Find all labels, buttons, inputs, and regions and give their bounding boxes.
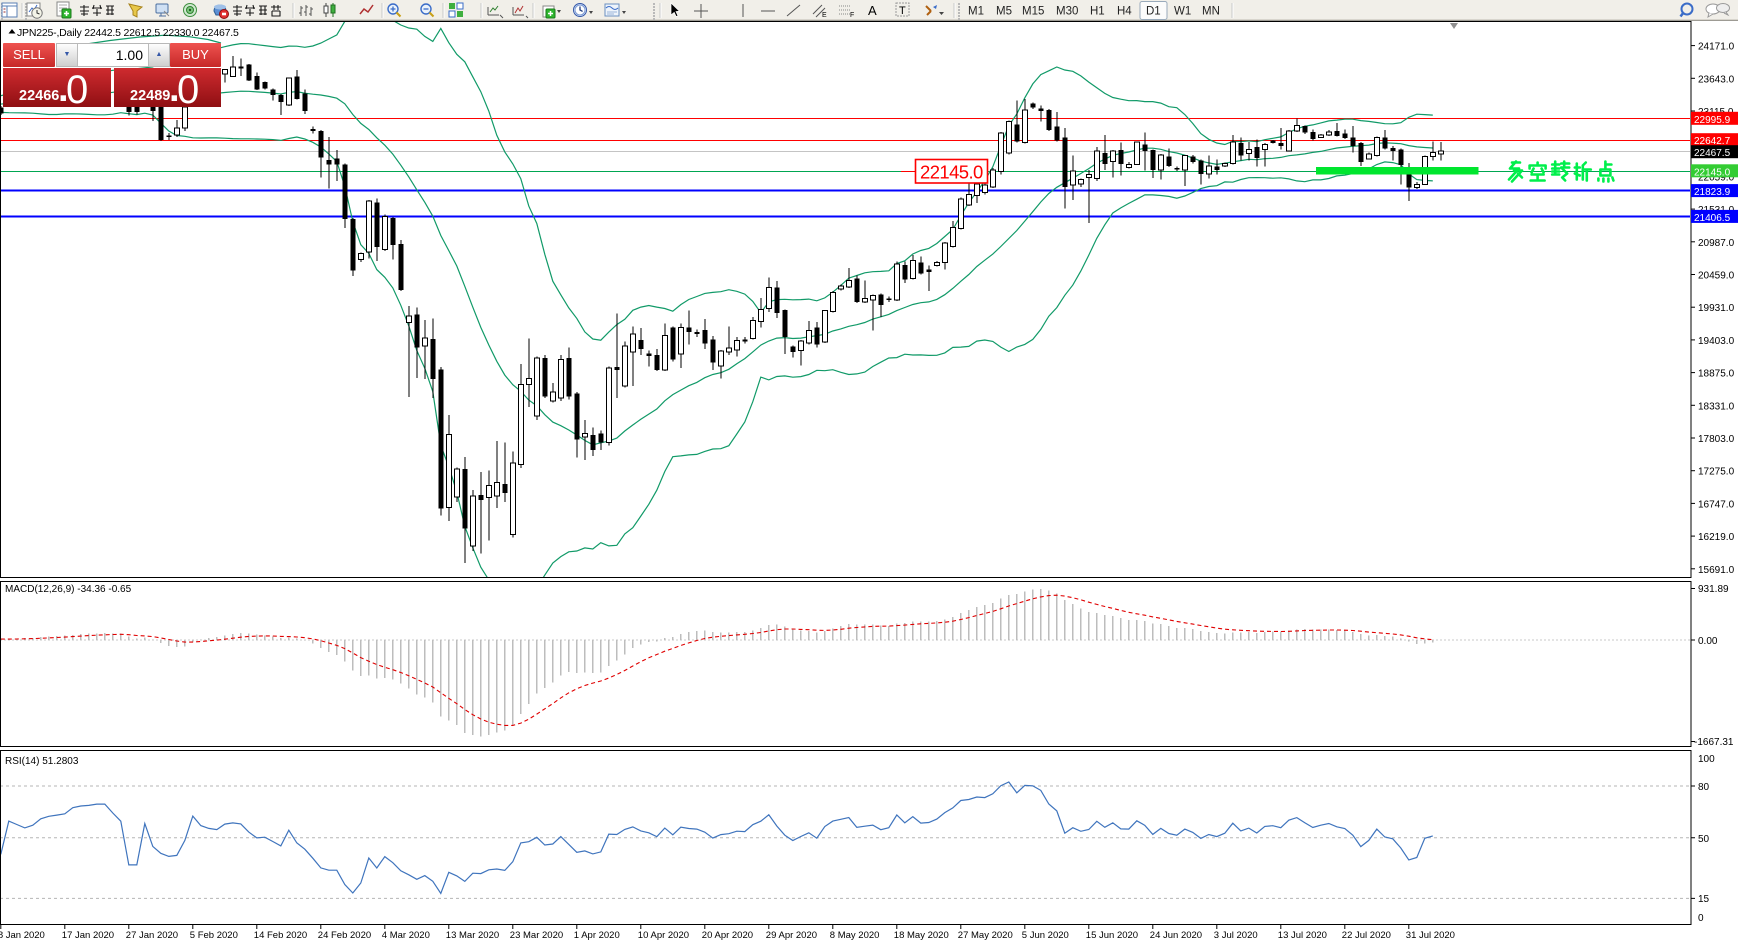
svg-text:18 May 2020: 18 May 2020	[894, 930, 949, 941]
svg-text:M5: M5	[996, 6, 1012, 18]
svg-text:MACD(12,26,9) -34.36 -0.65: MACD(12,26,9) -34.36 -0.65	[5, 584, 132, 595]
svg-text:D1: D1	[1146, 6, 1161, 18]
svg-text:24 Feb 2020: 24 Feb 2020	[318, 930, 371, 941]
svg-text:14 Feb 2020: 14 Feb 2020	[254, 930, 307, 941]
svg-text:17 Jan 2020: 17 Jan 2020	[62, 930, 114, 941]
svg-text:23 Mar 2020: 23 Mar 2020	[510, 930, 563, 941]
svg-text:50: 50	[1698, 834, 1710, 845]
svg-text:18331.0: 18331.0	[1698, 401, 1735, 412]
svg-text:27 May 2020: 27 May 2020	[958, 930, 1013, 941]
svg-text:F: F	[850, 12, 854, 19]
svg-text:JPN225-,Daily 22442.5 22612.5: JPN225-,Daily 22442.5 22612.5 22330.0 22…	[17, 27, 239, 39]
svg-text:19931.0: 19931.0	[1698, 303, 1735, 314]
svg-text:5 Feb 2020: 5 Feb 2020	[190, 930, 238, 941]
svg-text:22145.0: 22145.0	[1694, 167, 1731, 178]
svg-text:19403.0: 19403.0	[1698, 336, 1735, 347]
svg-text:22995.9: 22995.9	[1694, 115, 1731, 126]
svg-text:M1: M1	[968, 6, 984, 18]
svg-text:27 Jan 2020: 27 Jan 2020	[126, 930, 178, 941]
svg-text:RSI(14) 51.2803: RSI(14) 51.2803	[5, 756, 79, 767]
svg-text:24171.0: 24171.0	[1698, 42, 1735, 53]
svg-text:16219.0: 16219.0	[1698, 532, 1735, 543]
svg-text:A: A	[868, 3, 877, 18]
svg-text:15691.0: 15691.0	[1698, 565, 1735, 576]
svg-text:MN: MN	[1202, 6, 1220, 18]
svg-text:H4: H4	[1117, 6, 1132, 18]
svg-text:15 Jun 2020: 15 Jun 2020	[1086, 930, 1138, 941]
svg-text:13 Mar 2020: 13 Mar 2020	[446, 930, 499, 941]
svg-text:3 Jul 2020: 3 Jul 2020	[1214, 930, 1258, 941]
svg-text:22145.0: 22145.0	[920, 162, 983, 183]
svg-text:16747.0: 16747.0	[1698, 499, 1735, 510]
svg-text:22467.5: 22467.5	[1694, 148, 1731, 159]
svg-text:5 Jun 2020: 5 Jun 2020	[1022, 930, 1069, 941]
svg-text:29 Apr 2020: 29 Apr 2020	[766, 930, 817, 941]
svg-text:24 Jun 2020: 24 Jun 2020	[1150, 930, 1202, 941]
svg-text:22 Jul 2020: 22 Jul 2020	[1342, 930, 1391, 941]
svg-text:20459.0: 20459.0	[1698, 271, 1735, 282]
svg-text:931.89: 931.89	[1698, 584, 1729, 595]
svg-text:18875.0: 18875.0	[1698, 369, 1735, 380]
svg-text:T: T	[899, 5, 906, 17]
svg-text:31 Jul 2020: 31 Jul 2020	[1406, 930, 1455, 941]
svg-text:H1: H1	[1090, 6, 1105, 18]
svg-text:W1: W1	[1174, 6, 1191, 18]
svg-text:17275.0: 17275.0	[1698, 467, 1735, 478]
svg-text:20 Apr 2020: 20 Apr 2020	[702, 930, 753, 941]
svg-text:23643.0: 23643.0	[1698, 74, 1735, 85]
svg-text:13 Jul 2020: 13 Jul 2020	[1278, 930, 1327, 941]
svg-text:20987.0: 20987.0	[1698, 238, 1735, 249]
svg-text:M30: M30	[1056, 6, 1078, 18]
svg-text:80: 80	[1698, 782, 1710, 793]
svg-text:4 Mar 2020: 4 Mar 2020	[382, 930, 430, 941]
svg-text:100: 100	[1698, 754, 1715, 765]
svg-text:10 Apr 2020: 10 Apr 2020	[638, 930, 689, 941]
svg-text:15: 15	[1698, 894, 1710, 905]
svg-text:0.00: 0.00	[1698, 636, 1718, 647]
svg-text:8 Jan 2020: 8 Jan 2020	[0, 930, 45, 941]
svg-text:21406.5: 21406.5	[1694, 213, 1731, 224]
svg-text:22059.0: 22059.0	[1698, 172, 1735, 183]
svg-text:-1667.31: -1667.31	[1694, 737, 1734, 748]
svg-text:1 Apr 2020: 1 Apr 2020	[574, 930, 620, 941]
svg-text:0: 0	[1698, 913, 1704, 924]
svg-text:8 May 2020: 8 May 2020	[830, 930, 880, 941]
svg-text:17803.0: 17803.0	[1698, 434, 1735, 445]
svg-text:E: E	[822, 12, 827, 19]
svg-text:22642.7: 22642.7	[1694, 136, 1731, 147]
svg-text:21823.9: 21823.9	[1694, 187, 1731, 198]
svg-text:M15: M15	[1022, 6, 1044, 18]
